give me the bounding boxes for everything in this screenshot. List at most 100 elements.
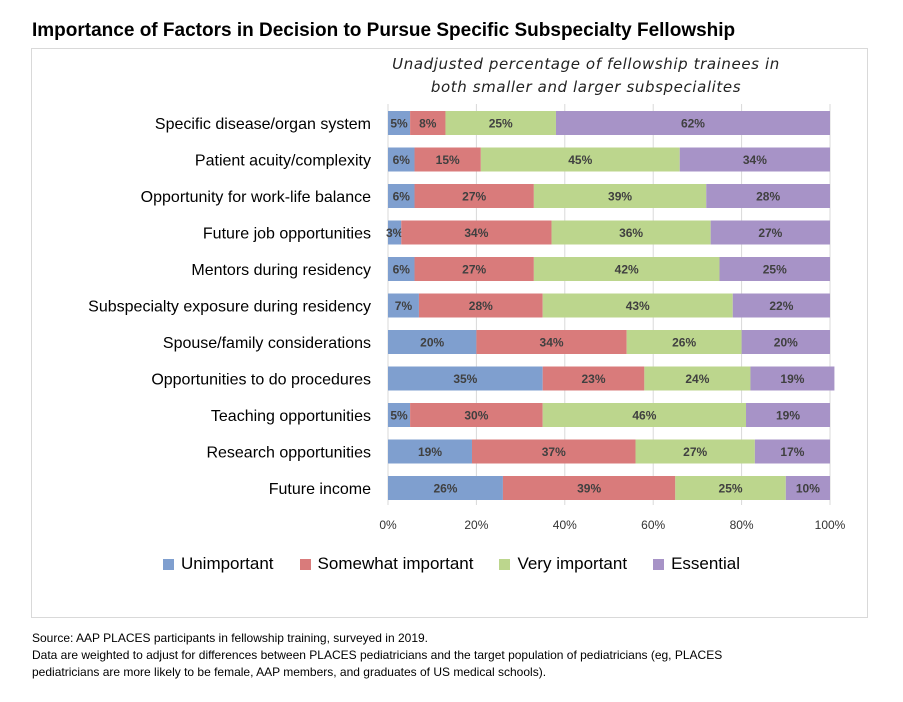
legend-label: Essential bbox=[671, 554, 741, 573]
bar-segment bbox=[471, 439, 636, 464]
bar-segment bbox=[388, 147, 415, 172]
legend-swatch bbox=[653, 558, 665, 570]
legend-item: Very important bbox=[499, 554, 627, 574]
bar-segment bbox=[551, 220, 711, 245]
data-label: 6% bbox=[393, 263, 411, 277]
bar-segment bbox=[388, 366, 543, 391]
bar-segment bbox=[388, 293, 419, 318]
legend-swatch bbox=[162, 558, 174, 570]
data-label: 24% bbox=[685, 372, 709, 386]
bar-segment bbox=[410, 403, 543, 427]
bar-segment bbox=[746, 403, 830, 427]
data-label: 27% bbox=[758, 226, 782, 240]
data-label: 39% bbox=[577, 482, 601, 496]
bar-segment bbox=[388, 184, 415, 208]
bar-segment bbox=[476, 330, 627, 354]
data-label: 35% bbox=[453, 372, 477, 386]
category-label: Patient acuity/complexity bbox=[195, 153, 371, 170]
bar-segment bbox=[502, 476, 676, 500]
data-label: 46% bbox=[632, 409, 656, 423]
category-label: Future job opportunities bbox=[203, 226, 371, 243]
data-label: 10% bbox=[796, 482, 820, 496]
bar-segment bbox=[741, 330, 830, 354]
bar-segment bbox=[445, 111, 556, 135]
x-tick-label: 80% bbox=[730, 518, 754, 532]
bar-segment bbox=[418, 293, 543, 318]
data-label: 34% bbox=[540, 336, 564, 350]
legend-swatch bbox=[499, 558, 511, 570]
data-label: 27% bbox=[683, 445, 707, 459]
data-label: 8% bbox=[419, 117, 437, 131]
legend: Unimportant Somewhat important Very import… bbox=[0, 554, 903, 574]
data-label: 34% bbox=[743, 153, 767, 167]
category-label: Opportunity for work-life balance bbox=[141, 189, 371, 206]
bar-segment bbox=[785, 476, 830, 500]
data-label: 19% bbox=[776, 409, 800, 423]
bar-segment bbox=[542, 293, 733, 318]
data-label: 37% bbox=[542, 445, 566, 459]
bar-segment bbox=[388, 257, 415, 281]
data-label: 42% bbox=[615, 263, 639, 277]
data-label: 25% bbox=[489, 117, 513, 131]
category-label: Mentors during residency bbox=[191, 262, 371, 279]
data-label: 15% bbox=[436, 153, 460, 167]
data-label: 23% bbox=[582, 372, 606, 386]
source-note: Source: AAP PLACES participants in fello… bbox=[32, 630, 722, 681]
bar-segment bbox=[480, 147, 680, 172]
data-label: 7% bbox=[395, 299, 413, 313]
data-label: 19% bbox=[418, 445, 442, 459]
data-label: 27% bbox=[462, 263, 486, 277]
category-label: Specific disease/organ system bbox=[155, 116, 371, 133]
bar-segment bbox=[679, 147, 830, 172]
bar-segment bbox=[706, 184, 830, 208]
bar-segment bbox=[388, 439, 472, 464]
source-line: Data are weighted to adjust for differen… bbox=[32, 648, 723, 662]
bar-segment bbox=[388, 476, 503, 500]
data-label: 5% bbox=[390, 117, 408, 131]
legend-swatch bbox=[299, 558, 311, 570]
data-label: 62% bbox=[681, 117, 705, 131]
legend-label: Unimportant bbox=[180, 554, 274, 573]
data-label: 25% bbox=[763, 263, 787, 277]
data-label: 5% bbox=[390, 409, 408, 423]
legend-item: Somewhat important bbox=[299, 554, 473, 574]
x-tick-label: 20% bbox=[464, 518, 488, 532]
data-label: 6% bbox=[393, 153, 411, 167]
bar-segment bbox=[750, 366, 835, 391]
bar-segment bbox=[719, 257, 830, 281]
chart-title: Importance of Factors in Decision to Pur… bbox=[32, 20, 736, 41]
category-label: Future income bbox=[269, 481, 371, 498]
data-label: 3% bbox=[386, 226, 404, 240]
chart-subtitle: Unadjusted percentage of fellowship trai… bbox=[392, 55, 780, 73]
bar-segment bbox=[542, 403, 747, 427]
data-label: 27% bbox=[462, 190, 486, 204]
data-label: 20% bbox=[774, 336, 798, 350]
data-label: 28% bbox=[469, 299, 493, 313]
bar-segment bbox=[635, 439, 755, 464]
data-label: 39% bbox=[608, 190, 632, 204]
legend-label: Very important bbox=[517, 554, 628, 573]
chart-subtitle: both smaller and larger subspecialites bbox=[431, 78, 741, 96]
data-label: 26% bbox=[672, 336, 696, 350]
x-tick-label: 40% bbox=[553, 518, 577, 532]
bar-segment bbox=[533, 257, 720, 281]
source-line: Source: AAP PLACES participants in fello… bbox=[32, 631, 428, 645]
data-label: 17% bbox=[780, 445, 804, 459]
category-label: Opportunities to do procedures bbox=[151, 372, 371, 389]
legend-item: Unimportant bbox=[162, 554, 274, 574]
data-label: 6% bbox=[393, 190, 411, 204]
data-label: 25% bbox=[719, 482, 743, 496]
bar-segment bbox=[414, 257, 534, 281]
x-tick-label: 60% bbox=[641, 518, 665, 532]
bar-segment bbox=[555, 111, 830, 135]
bar-segment bbox=[710, 220, 830, 245]
source-line: pediatricians are more likely to be fema… bbox=[32, 665, 547, 679]
bar-segment bbox=[414, 184, 534, 208]
bar-segment bbox=[542, 366, 645, 391]
data-label: 20% bbox=[420, 336, 444, 350]
bar-segment bbox=[414, 147, 481, 172]
data-label: 30% bbox=[464, 409, 488, 423]
x-tick-label: 0% bbox=[379, 518, 397, 532]
data-label: 36% bbox=[619, 226, 643, 240]
bar-segment bbox=[644, 366, 751, 391]
